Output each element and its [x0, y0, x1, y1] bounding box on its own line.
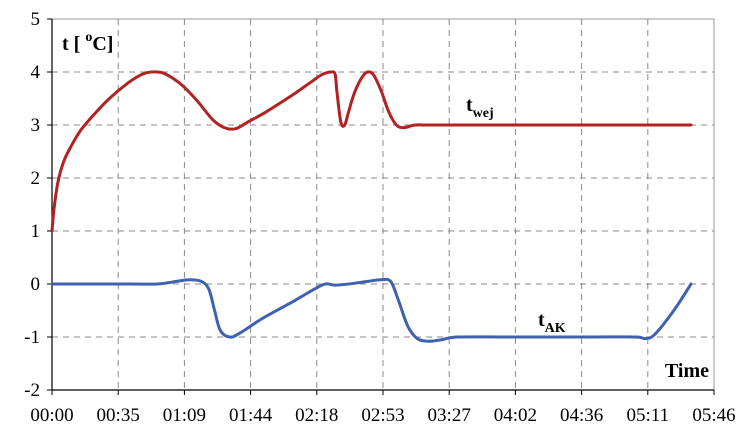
- series-label-tak: tAK: [538, 309, 566, 336]
- x-tick-label: 01:44: [229, 405, 273, 426]
- x-tick-label: 05:46: [692, 405, 735, 426]
- y-tick-label: 5: [31, 9, 41, 30]
- x-tick-label: 00:00: [30, 405, 73, 426]
- axes: [47, 18, 715, 395]
- series-line-1: [50, 277, 693, 343]
- x-axis-label: Time: [665, 360, 709, 382]
- x-tick-label: 01:09: [163, 405, 206, 426]
- x-tick-label: 04:02: [494, 405, 537, 426]
- series-line-0: [50, 70, 693, 233]
- x-tick-label: 05:11: [627, 405, 670, 426]
- y-tick-label: 4: [31, 62, 41, 83]
- chart-labels: t [ oC] Time twej tAK: [62, 30, 709, 382]
- y-tick-labels: 5 4 3 2 1 0 -1 -2: [24, 9, 40, 401]
- x-tick-label: 02:18: [295, 405, 338, 426]
- y-tick-label: 0: [31, 274, 41, 295]
- y-tick-label: -2: [24, 380, 40, 401]
- x-tick-label: 02:53: [361, 405, 404, 426]
- x-tick-labels: 00:00 00:35 01:09 01:44 02:18 02:53 03:27 04:02…: [30, 405, 735, 426]
- x-tick-label: 03:27: [428, 405, 471, 426]
- grid-lines: [51, 18, 715, 391]
- y-tick-label: -1: [24, 327, 40, 348]
- x-tick-label: 04:36: [560, 405, 603, 426]
- y-tick-label: 3: [31, 115, 41, 136]
- x-tick-label: 00:35: [97, 405, 140, 426]
- y-axis-label: t [ oC]: [62, 30, 113, 55]
- y-tick-label: 1: [31, 221, 41, 242]
- series-lines: [50, 70, 693, 343]
- series-label-twej: twej: [466, 94, 494, 121]
- y-tick-label: 2: [31, 168, 41, 189]
